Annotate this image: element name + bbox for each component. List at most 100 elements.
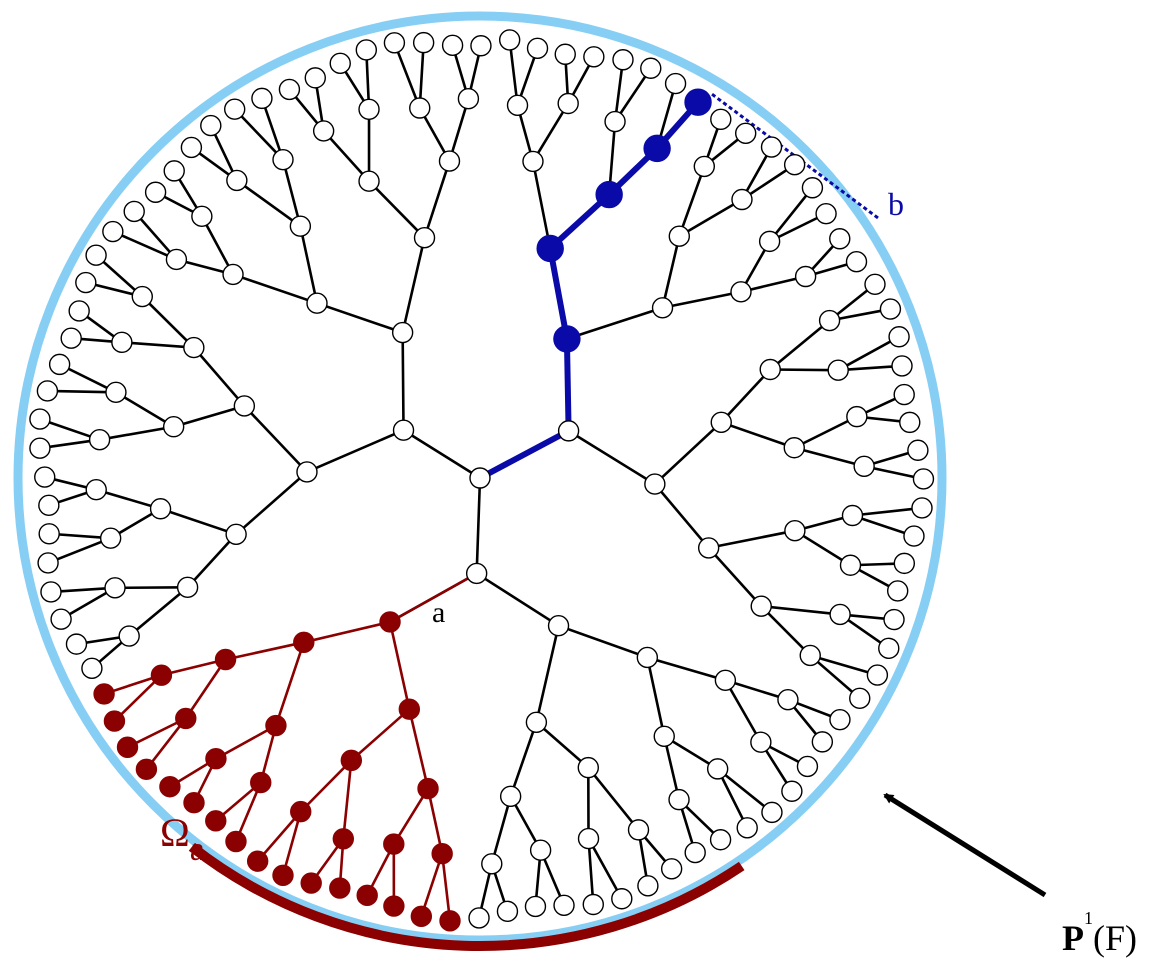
subtree-node [225, 830, 247, 853]
subtree-edge [224, 641, 306, 661]
tree-node [668, 788, 690, 811]
tree-edge [792, 415, 859, 450]
omega-symbol: Ω [160, 810, 190, 855]
tree-node [296, 461, 318, 483]
tree-node [469, 467, 491, 489]
subtree-node [410, 905, 433, 928]
tree-node [799, 644, 821, 667]
tree-node [710, 411, 732, 434]
p-argument: (F) [1093, 918, 1137, 958]
tree-edge [661, 290, 743, 310]
subtree-node [329, 877, 351, 899]
tree-edge [448, 97, 470, 163]
tree-node [796, 755, 819, 778]
tree-edge [475, 476, 482, 575]
tree-node [636, 646, 659, 669]
tree-node [36, 380, 59, 402]
tree-node [846, 405, 868, 428]
tree-edge [192, 346, 246, 408]
tree-node [849, 687, 871, 710]
tree-edge [677, 198, 744, 238]
tree-node [759, 358, 781, 381]
tree-node [481, 853, 503, 875]
tree-edge [475, 572, 560, 628]
tree-node [289, 215, 312, 237]
tree-node [693, 155, 716, 178]
tree-node [34, 466, 56, 488]
tree-edge [98, 425, 175, 441]
tree-node [781, 780, 803, 802]
tree-node [200, 114, 222, 137]
subtree-edge [350, 707, 411, 762]
tree-node [222, 263, 244, 286]
omega-subscript: a [190, 831, 205, 868]
tree-node [226, 169, 248, 192]
tree-node [853, 455, 875, 477]
tree-node [815, 202, 837, 225]
subtree-node [340, 749, 363, 772]
tree-node [783, 437, 805, 459]
tree-node [525, 711, 548, 733]
tree-edge [535, 720, 590, 769]
subtree-node [383, 833, 405, 855]
tree-node [499, 785, 522, 808]
tree-node [223, 98, 246, 120]
tree-node [470, 35, 492, 57]
tree-node [383, 32, 406, 54]
subtree-edge [214, 724, 278, 761]
tree-node [750, 595, 772, 617]
tree-edge [557, 624, 649, 659]
tree-node [498, 29, 521, 51]
tree-node [758, 230, 781, 253]
tree-node [111, 331, 133, 354]
subtree-node [250, 771, 272, 794]
tree-node [272, 148, 294, 171]
tree-node [38, 494, 60, 517]
tree-node [761, 801, 783, 824]
tree-edge [535, 624, 560, 724]
path-node [536, 234, 564, 263]
tree-node [465, 562, 488, 585]
tree-node [438, 150, 461, 172]
tree-node [878, 637, 900, 660]
tree-node [37, 552, 59, 574]
tree-node [883, 608, 905, 631]
tree-edge [646, 656, 666, 738]
subtree-node [214, 648, 237, 671]
tree-edge [94, 488, 162, 511]
subtree-edge [426, 787, 444, 855]
subtree-node [150, 664, 173, 686]
subtree-node [175, 707, 197, 730]
subtree-node [116, 736, 139, 758]
tree-edge [719, 368, 772, 424]
tree-edge [114, 390, 175, 429]
tree-edge [200, 215, 235, 276]
tree-edge [243, 404, 309, 474]
tree-node [29, 408, 51, 430]
tree-node [888, 326, 910, 348]
tree-node [105, 381, 127, 403]
tree-edge [792, 446, 866, 468]
tree-node [358, 170, 380, 192]
tree-node [312, 120, 335, 142]
tree-node [529, 839, 552, 861]
subtree-node [93, 683, 115, 705]
tree-node [29, 437, 51, 459]
tree-node [829, 708, 851, 731]
tree-edge [707, 546, 763, 608]
subtree-edge [408, 707, 430, 790]
tree-edge [567, 429, 657, 486]
tree-node [81, 657, 103, 680]
subtree-edge [392, 787, 430, 846]
subtree-edge [388, 620, 411, 711]
tree-node [522, 150, 544, 173]
tree-node [653, 725, 675, 747]
subtree-edge [281, 810, 303, 877]
tree-edge [808, 654, 862, 700]
tree-edge [587, 837, 624, 901]
tree-edge [508, 38, 519, 107]
tree-node [582, 893, 604, 916]
path-node [684, 88, 712, 116]
path-edge [563, 335, 572, 434]
